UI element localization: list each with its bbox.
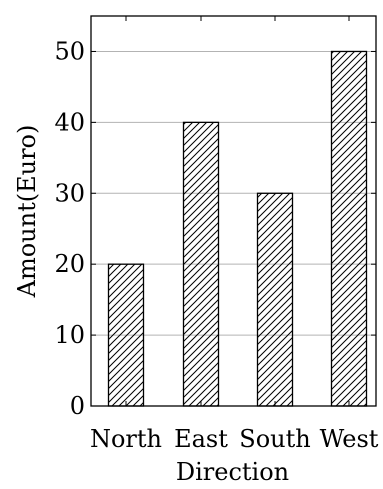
y-tick-label: 50 (54, 37, 85, 65)
bar-west (330, 50, 368, 407)
x-tick-label: West (320, 425, 379, 453)
y-axis-label: Amount(Euro) (13, 125, 41, 299)
y-tick-labels: 0 10 20 30 40 50 (54, 37, 85, 420)
bar-east (182, 121, 220, 407)
y-tick-label: 10 (54, 321, 85, 349)
x-tick-labels: North East South West (90, 425, 379, 453)
bars (107, 50, 368, 407)
axis-ticks (91, 16, 376, 407)
x-axis-label: Direction (176, 458, 289, 486)
x-tick-label: North (90, 425, 162, 453)
bar-south (256, 192, 294, 407)
y-tick-label: 30 (54, 179, 85, 207)
y-tick-label: 40 (54, 108, 85, 136)
y-tick-label: 0 (70, 392, 85, 420)
bar-north (107, 263, 145, 407)
x-tick-label: East (174, 425, 228, 453)
x-tick-label: South (239, 425, 310, 453)
plot-frame (90, 15, 377, 407)
y-tick-label: 20 (54, 250, 85, 278)
